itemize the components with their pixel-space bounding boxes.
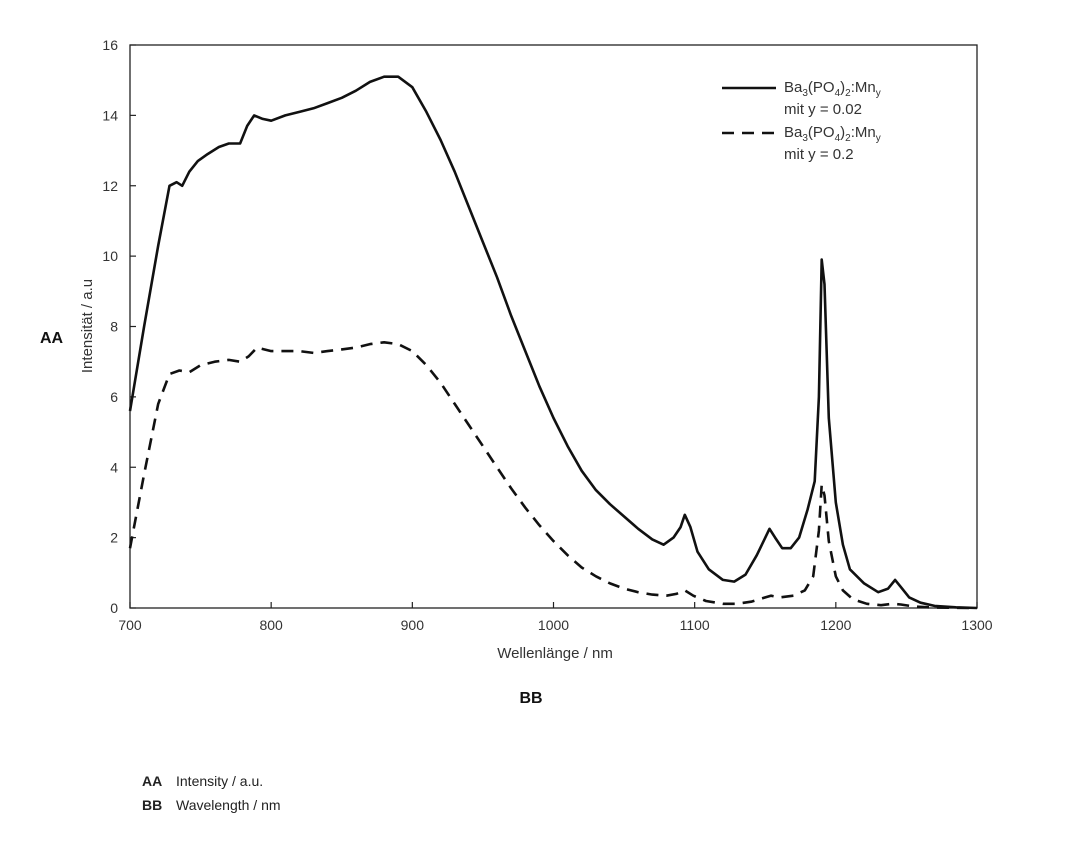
y-tick-label: 6 [110,389,118,405]
y-tick-label: 2 [110,530,118,546]
footnote-bb: BBWavelength / nm [142,797,281,813]
x-tick-label: 700 [118,617,142,633]
legend-sublabel-1: mit y = 0.02 [784,101,862,118]
footnote-bb-text: Wavelength / nm [176,797,281,813]
legend-label-2: Ba3(PO4)2:Mny [784,124,881,144]
legend: Ba3(PO4)2:Mny mit y = 0.02 Ba3(PO4)2:Mny mi… [722,79,881,163]
y-tick-label: 4 [110,459,118,475]
footnote-aa-text: Intensity / a.u. [176,773,263,789]
y-tick-label: 0 [110,600,118,616]
x-axis: 700 800 900 1000 1100 1200 1300 [118,602,992,633]
footnote-aa-tag: AA [142,773,176,789]
y-axis: 0 2 4 6 8 10 12 14 16 [102,37,136,616]
footnote-bb-tag: BB [142,797,176,813]
x-tick-label: 1200 [820,617,851,633]
x-tick-label: 1300 [961,617,992,633]
x-tick-label: 1000 [538,617,569,633]
x-tick-label: 900 [401,617,425,633]
legend-label-1: Ba3(PO4)2:Mny [784,79,881,99]
y-tick-label: 12 [102,178,118,194]
x-tick-label: 800 [259,617,283,633]
y-tick-label: 14 [102,107,118,123]
x-tick-label: 1100 [680,617,710,633]
y-tick-label: 10 [102,248,118,264]
y-axis-title: Intensität / a.u [79,279,96,373]
y-tick-label: 16 [102,37,118,53]
y-tick-label: 8 [110,319,118,335]
x-axis-tag: BB [519,690,542,707]
y-axis-tag: AA [40,330,64,347]
legend-sublabel-2: mit y = 0.2 [784,146,854,163]
footnote-aa: AAIntensity / a.u. [142,773,263,789]
x-axis-title: Wellenlänge / nm [497,645,613,662]
